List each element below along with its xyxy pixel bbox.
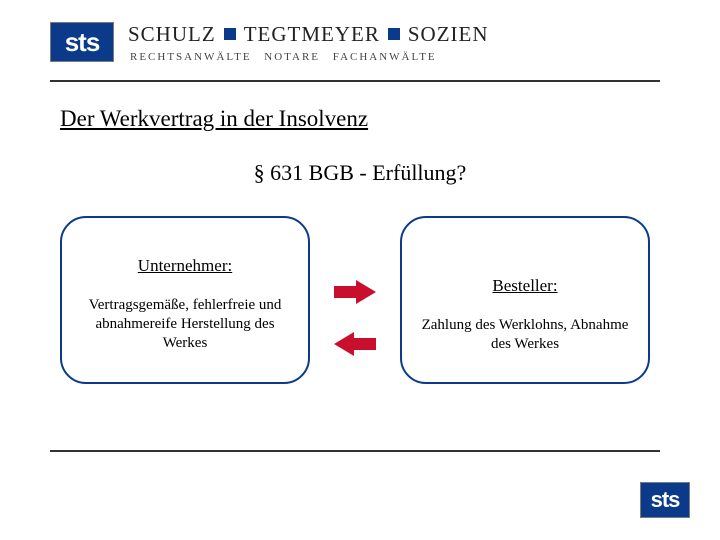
slide-title: Der Werkvertrag in der Insolvenz [60, 106, 368, 132]
box-besteller-body: Zahlung des Werklohns, Abnahme des Werke… [416, 316, 634, 354]
arrow-left-icon [334, 332, 376, 356]
separator-square-icon [224, 28, 236, 40]
top-divider [50, 80, 660, 82]
arrows-column [320, 216, 390, 391]
box-unternehmer-heading: Unternehmer: [138, 256, 232, 276]
sts-footer-logo: sts [640, 482, 690, 518]
box-besteller: Besteller: Zahlung des Werklohns, Abnahm… [400, 216, 650, 384]
diagram: Unternehmer: Vertragsgemäße, fehlerfreie… [60, 216, 650, 391]
arrow-right-shape [334, 280, 376, 304]
firm-subline: RECHTSANWÄLTE NOTARE FACHANWÄLTE [130, 51, 660, 63]
firm-word-2: TEGTMEYER [244, 22, 380, 47]
firm-word-3: SOZIEN [408, 22, 489, 47]
slide-subtitle: § 631 BGB - Erfüllung? [0, 160, 720, 186]
arrow-left-shape [334, 332, 376, 356]
logo-text: sts [65, 27, 100, 58]
box-besteller-heading: Besteller: [492, 276, 557, 296]
firm-name-block: SCHULZ TEGTMEYER SOZIEN RECHTSANWÄLTE NO… [128, 22, 660, 63]
box-unternehmer: Unternehmer: Vertragsgemäße, fehlerfreie… [60, 216, 310, 384]
footer-logo-text: sts [651, 487, 680, 513]
sts-logo: sts [50, 22, 114, 62]
header: sts SCHULZ TEGTMEYER SOZIEN RECHTSANWÄLT… [50, 12, 660, 72]
arrow-right-icon [334, 280, 376, 304]
box-unternehmer-body: Vertragsgemäße, fehlerfreie und abnahmer… [76, 296, 294, 352]
firm-word-1: SCHULZ [128, 22, 216, 47]
separator-square-icon [388, 28, 400, 40]
bottom-divider [50, 450, 660, 452]
firm-name-line: SCHULZ TEGTMEYER SOZIEN [128, 22, 660, 47]
